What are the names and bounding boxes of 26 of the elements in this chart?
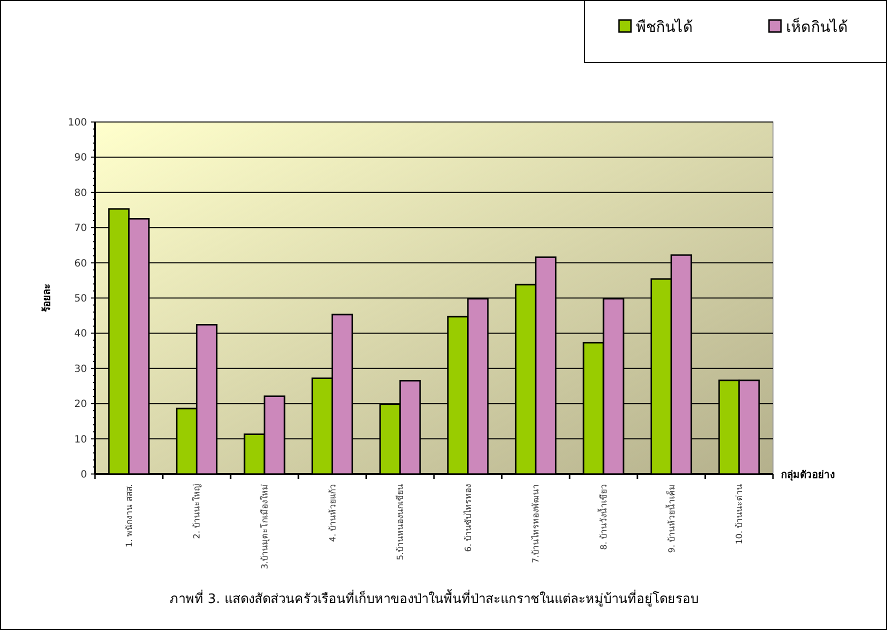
x-tick-label: 4. บ้านห้วยแก้ว <box>327 484 338 542</box>
text: ภาพที่ 3. แสดงสัดส่วนครัวเรือนที่เก็บหาของป่าในพื้นที่ป่าสะแกราชในแต่ละหมู่บ้านที่อยู่โดยรอบ <box>170 589 698 607</box>
x-tick-label: 3.บ้านมุตะโกเมืองใหม่ <box>260 484 270 570</box>
y-tick-label: 20 <box>74 399 87 410</box>
x-axis-title: กลุ่มตัวอย่าง <box>781 469 835 481</box>
x-tick-label: 7.บ้านไทรทองพัฒนา <box>530 484 542 564</box>
y-tick-label: 80 <box>74 188 87 199</box>
y-tick-label: 100 <box>68 118 87 128</box>
y-tick-label: 70 <box>74 223 87 234</box>
x-tick-label: 1. พนักงาน สสส. <box>124 484 135 548</box>
y-tick-label: 60 <box>74 258 87 270</box>
x-tick-label: 5.บ้านหนองนกเขียน <box>395 484 406 560</box>
y-tick-label: 40 <box>74 328 87 340</box>
y-tick-label: 10 <box>74 434 87 446</box>
x-tick-label: 2. บ้านนะใหญ่ <box>192 484 203 539</box>
x-tick-label: 8. บ้านวังน้ำเขียว <box>598 484 610 550</box>
y-tick-label: 0 <box>80 470 87 480</box>
y-tick-label: 90 <box>74 152 87 164</box>
y-tick-label: 50 <box>74 294 87 304</box>
legend-label: เห็ดกินได้ <box>786 17 848 36</box>
legend-label: พืชกินได้ <box>636 18 693 36</box>
y-tick-label: 30 <box>74 364 87 375</box>
x-tick-label: 9. บ้านห้วยน้ำเค็ม <box>665 484 678 553</box>
y-axis-title: ร้อยละ <box>41 284 53 312</box>
x-tick-label: 6. บ้านซับไทรทอง <box>462 484 474 552</box>
x-tick-label: 10. บ้านนะต่าน <box>734 484 746 544</box>
